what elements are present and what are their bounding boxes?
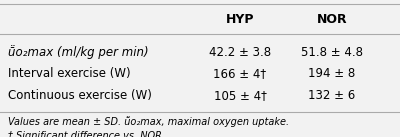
- Text: 166 ± 4†: 166 ± 4†: [214, 68, 266, 80]
- Text: Values are mean ± SD. ṻo₂max, maximal oxygen uptake.: Values are mean ± SD. ṻo₂max, maximal ox…: [8, 116, 289, 127]
- Text: † Significant difference vs. NOR.: † Significant difference vs. NOR.: [8, 131, 165, 137]
- Text: 105 ± 4†: 105 ± 4†: [214, 89, 266, 102]
- Text: NOR: NOR: [317, 13, 347, 26]
- Text: ṻo₂max (ml/kg per min): ṻo₂max (ml/kg per min): [8, 45, 149, 59]
- Text: 132 ± 6: 132 ± 6: [308, 89, 356, 102]
- Text: 51.8 ± 4.8: 51.8 ± 4.8: [301, 46, 363, 58]
- Text: 194 ± 8: 194 ± 8: [308, 68, 356, 80]
- Text: Continuous exercise (W): Continuous exercise (W): [8, 89, 152, 102]
- Text: Interval exercise (W): Interval exercise (W): [8, 68, 131, 80]
- Text: HYP: HYP: [226, 13, 254, 26]
- Text: 42.2 ± 3.8: 42.2 ± 3.8: [209, 46, 271, 58]
